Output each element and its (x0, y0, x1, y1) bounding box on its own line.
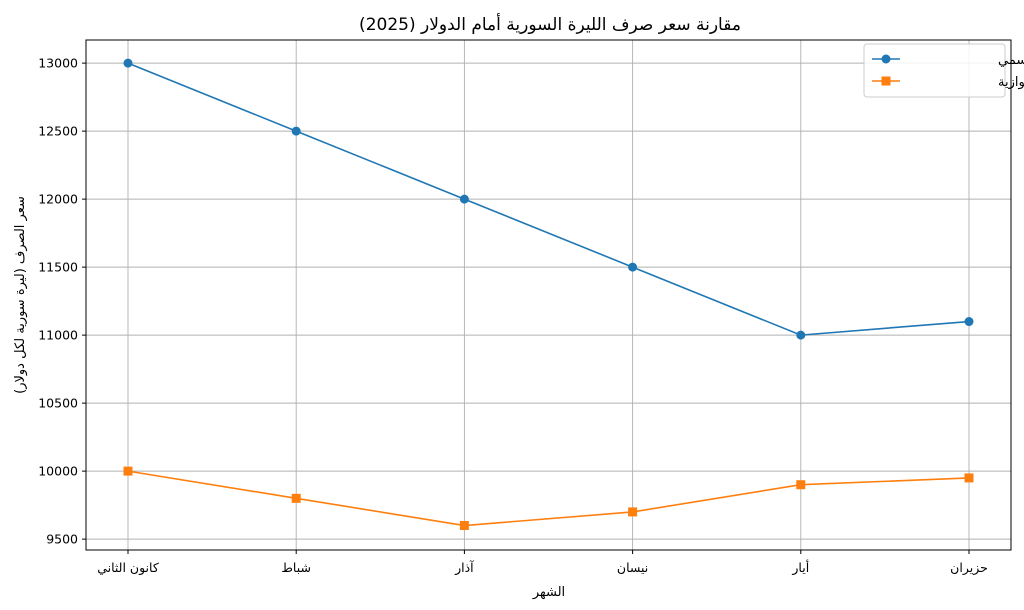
y-tick-label: 11500 (38, 260, 78, 275)
data-point (628, 262, 638, 272)
x-tick-label: كانون الثاني (97, 560, 159, 576)
data-point (796, 330, 806, 340)
chart-title: مقارنة سعر صرف الليرة السورية أمام الدول… (359, 13, 741, 35)
y-axis: 9500 10000 10500 11000 11500 12000 12500 13000 (38, 56, 86, 547)
x-axis-label: الشهر (532, 585, 565, 600)
data-point (459, 194, 469, 204)
data-point (123, 58, 133, 68)
legend-marker-parallel (881, 76, 891, 86)
legend: السعر الرسمي السوق الموازية (863, 43, 1024, 98)
data-point (291, 493, 301, 503)
y-tick-label: 10000 (38, 464, 78, 479)
x-tick-label: حزيران (950, 560, 988, 576)
y-tick-label: 12500 (38, 124, 78, 139)
y-tick-label: 10500 (38, 396, 78, 411)
data-point (964, 317, 974, 327)
y-tick-label: 13000 (38, 56, 78, 71)
data-point (123, 466, 133, 476)
grid (86, 40, 1011, 550)
x-tick-label: شباط (281, 560, 311, 575)
x-tick-label: آذار (454, 560, 474, 576)
x-axis: كانون الثاني شباط آذار نيسان أيار حزيران (97, 550, 988, 576)
series-layer (123, 58, 974, 531)
data-point (796, 480, 806, 490)
x-tick-label: نيسان (617, 560, 648, 575)
plot-frame (85, 39, 1012, 551)
data-point (964, 473, 974, 483)
y-tick-label: 11000 (38, 328, 78, 343)
legend-label-parallel: السوق الموازية (998, 75, 1024, 90)
data-point (628, 507, 638, 517)
legend-marker-official (881, 54, 891, 64)
y-tick-label: 9500 (46, 532, 78, 547)
series-line-1 (127, 470, 970, 527)
y-tick-label: 12000 (38, 192, 78, 207)
data-point (459, 521, 469, 531)
legend-label-official: السعر الرسمي (998, 53, 1024, 68)
series-line-0 (127, 62, 970, 336)
data-point (291, 126, 301, 136)
y-axis-label: سعر الصرف (ليرة سورية لكل دولار) (13, 196, 28, 394)
x-tick-label: أيار (791, 559, 809, 576)
legend-box (863, 43, 1006, 98)
